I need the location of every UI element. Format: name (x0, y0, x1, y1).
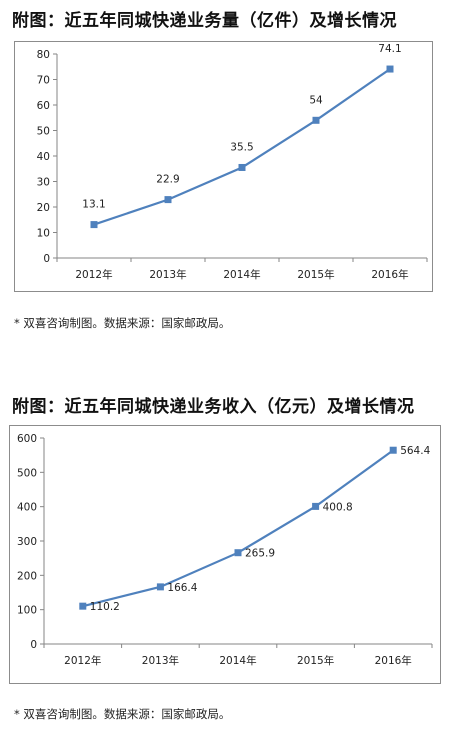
chart-1: 0 10 20 30 40 50 60 70 80 2012年 2013年 2014年 2015年 201… (14, 41, 433, 292)
chart-2-x-tick-label: 2013年 (142, 654, 179, 667)
chart-2-y-tick-label: 400 (17, 502, 37, 514)
chart-1-svg: 0 10 20 30 40 50 60 70 80 2012年 2013年 2014年 2015年 201… (37, 43, 428, 281)
figure-2-title: 附图：近五年同城快递业务收入（亿元）及增长情况 (12, 397, 415, 417)
chart-1-y-tick-label: 10 (37, 228, 50, 240)
chart-1-y-tick-label: 20 (37, 202, 50, 214)
chart-2-x-tick-label: 2012年 (64, 654, 101, 667)
chart-2-data-label: 166.4 (167, 582, 197, 594)
chart-1-y-tick-label: 50 (37, 126, 50, 138)
chart-1-data-label: 74.1 (378, 43, 401, 55)
chart-2-data-label: 564.4 (400, 445, 430, 457)
chart-1-x-tick-label: 2015年 (297, 268, 334, 281)
chart-1-y-tick-label: 60 (37, 100, 50, 112)
chart-2-data-label: 265.9 (245, 548, 275, 560)
chart-2-y-tick-label: 0 (30, 639, 37, 651)
chart-1-data-point (90, 221, 98, 229)
chart-1-y-tick-label: 40 (37, 151, 50, 163)
chart-1-data-label: 54 (309, 94, 323, 106)
chart-2-data-label: 400.8 (323, 501, 353, 513)
chart-2-data-point (389, 446, 397, 454)
chart-2-y-tick-label: 100 (17, 605, 37, 617)
chart-1-y-tick-label: 70 (37, 75, 50, 87)
chart-2-y-tick-label: 300 (17, 536, 37, 548)
chart-1-data-label: 22.9 (156, 174, 179, 186)
chart-1-data-label: 13.1 (82, 199, 105, 211)
chart-1-data-point (386, 65, 394, 73)
chart-1-x-tick-label: 2016年 (371, 268, 408, 281)
chart-2-y-tick-label: 500 (17, 467, 37, 479)
chart-2-x-tick-label: 2014年 (219, 654, 256, 667)
chart-1-data-label: 35.5 (230, 141, 253, 153)
chart-1-data-point (238, 163, 246, 171)
chart-2-data-label: 110.2 (90, 601, 120, 613)
chart-1-x-tick-label: 2014年 (223, 268, 260, 281)
figure-1-source-note: * 双喜咨询制图。数据来源：国家邮政局。 (14, 316, 231, 330)
chart-2-y-tick-label: 600 (17, 433, 37, 445)
chart-2-data-point (79, 602, 87, 610)
chart-2-x-tick-label: 2015年 (297, 654, 334, 667)
chart-2-series-line (82, 449, 394, 608)
chart-2-svg: 0 100 200 300 400 500 600 2012年 2013年 2014年 2015年 2… (17, 433, 433, 667)
chart-2-x-tick-label: 2016年 (375, 654, 412, 667)
figure-1-title: 附图：近五年同城快递业务量（亿件）及增长情况 (12, 11, 397, 31)
chart-1-data-point (164, 196, 172, 204)
chart-1-data-point (312, 116, 320, 124)
chart-1-x-tick-label: 2013年 (149, 268, 186, 281)
chart-2-data-point (156, 583, 164, 591)
figure-2-source-note: * 双喜咨询制图。数据来源：国家邮政局。 (14, 707, 231, 721)
chart-1-y-tick-label: 80 (37, 49, 50, 61)
chart-2-y-tick-label: 200 (17, 570, 37, 582)
chart-1-y-tick-label: 30 (37, 177, 50, 189)
chart-1-x-tick-label: 2012年 (75, 268, 112, 281)
chart-2-data-point (234, 549, 242, 557)
chart-2-data-point (312, 502, 320, 510)
chart-1-y-tick-label: 0 (43, 253, 50, 265)
chart-2: 0 100 200 300 400 500 600 2012年 2013年 2014年 2015年 2… (9, 425, 441, 684)
